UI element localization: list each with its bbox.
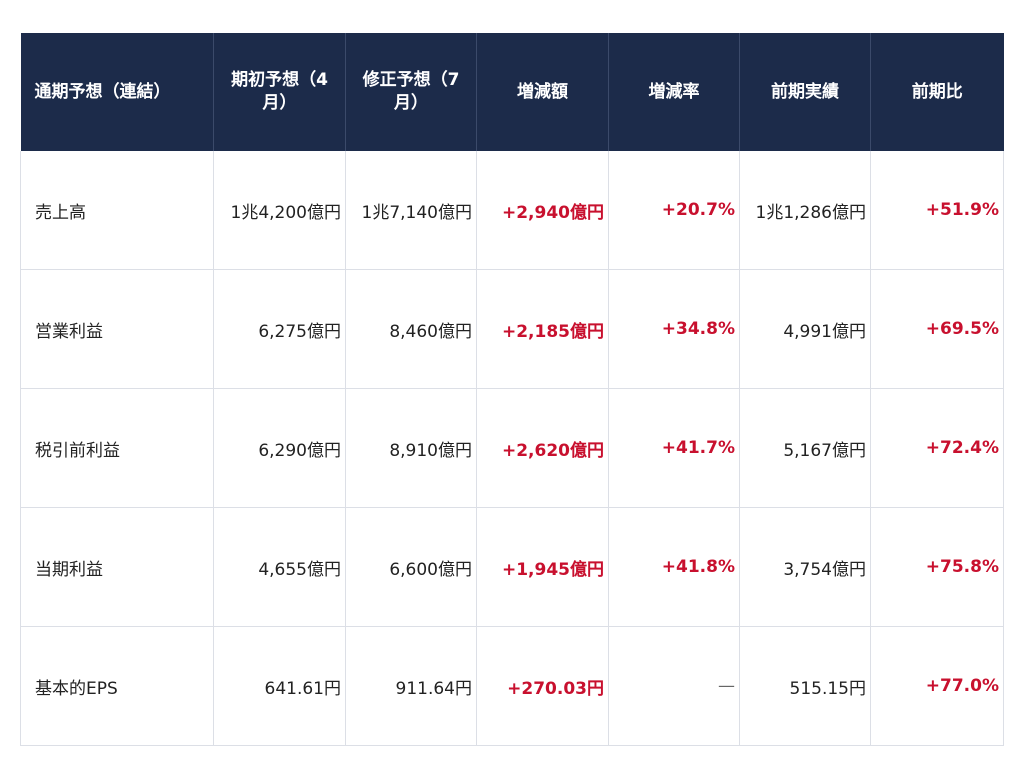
header-category: 通期予想（連結）: [20, 33, 214, 151]
cell-revised-forecast: 1兆7,140億円: [345, 151, 477, 270]
cell-yoy: +75.8%: [870, 507, 1004, 627]
row-label: 税引前利益: [20, 388, 214, 508]
cell-previous-actual: 4,991億円: [739, 269, 871, 389]
cell-change-amount: +270.03円: [476, 626, 609, 746]
cell-initial-forecast: 6,290億円: [213, 388, 346, 508]
table-header: 通期予想（連結） 期初予想（4月） 修正予想（7月） 増減額 増減率 前期実績 …: [20, 33, 1004, 151]
cell-change-amount: +2,620億円: [476, 388, 609, 508]
row-label: 営業利益: [20, 269, 214, 389]
cell-change-rate: +20.7%: [608, 151, 740, 270]
cell-revised-forecast: 6,600億円: [345, 507, 477, 627]
cell-change-rate: +41.7%: [608, 388, 740, 508]
header-previous-actual: 前期実績: [739, 33, 871, 151]
table-row: 基本的EPS 641.61円 911.64円 +270.03円 —515.15円 +77.…: [20, 626, 1004, 746]
table-row: 営業利益 6,275億円 8,460億円 +2,185億円 +34.8% 4,991億円 +…: [20, 269, 1004, 389]
forecast-table-container: 通期予想（連結） 期初予想（4月） 修正予想（7月） 増減額 増減率 前期実績 …: [20, 33, 1004, 746]
table-row: 売上高 1兆4,200億円 1兆7,140億円 +2,940億円 +20.7% 1兆1,2…: [20, 151, 1004, 270]
table-body: 売上高 1兆4,200億円 1兆7,140億円 +2,940億円 +20.7% 1兆1,2…: [20, 151, 1004, 746]
header-revised-forecast: 修正予想（7月）: [345, 33, 477, 151]
cell-initial-forecast: 1兆4,200億円: [213, 151, 346, 270]
cell-change-rate: +41.8%: [608, 507, 740, 627]
cell-change-amount: +2,185億円: [476, 269, 609, 389]
cell-yoy: +69.5%: [870, 269, 1004, 389]
cell-initial-forecast: 6,275億円: [213, 269, 346, 389]
cell-initial-forecast: 641.61円: [213, 626, 346, 746]
header-row: 通期予想（連結） 期初予想（4月） 修正予想（7月） 増減額 増減率 前期実績 …: [20, 33, 1004, 151]
cell-initial-forecast: 4,655億円: [213, 507, 346, 627]
row-label: 当期利益: [20, 507, 214, 627]
cell-yoy: +72.4%: [870, 388, 1004, 508]
header-yoy: 前期比: [870, 33, 1004, 151]
header-initial-forecast: 期初予想（4月）: [213, 33, 346, 151]
cell-revised-forecast: 8,460億円: [345, 269, 477, 389]
row-label: 基本的EPS: [20, 626, 214, 746]
cell-previous-actual: 5,167億円: [739, 388, 871, 508]
cell-revised-forecast: 8,910億円: [345, 388, 477, 508]
cell-change-amount: +2,940億円: [476, 151, 609, 270]
cell-previous-actual: 3,754億円: [739, 507, 871, 627]
header-change-rate: 増減率: [608, 33, 740, 151]
cell-yoy: +77.0%: [870, 626, 1004, 746]
cell-change-rate: —: [608, 626, 740, 746]
cell-yoy: +51.9%: [870, 151, 1004, 270]
cell-previous-actual: 515.15円: [739, 626, 871, 746]
forecast-table: 通期予想（連結） 期初予想（4月） 修正予想（7月） 増減額 増減率 前期実績 …: [20, 33, 1004, 746]
table-row: 税引前利益 6,290億円 8,910億円 +2,620億円 +41.7% 5,167億円…: [20, 388, 1004, 508]
cell-change-amount: +1,945億円: [476, 507, 609, 627]
cell-previous-actual: 1兆1,286億円: [739, 151, 871, 270]
header-change-amount: 増減額: [476, 33, 609, 151]
row-label: 売上高: [20, 151, 214, 270]
cell-change-rate: +34.8%: [608, 269, 740, 389]
cell-revised-forecast: 911.64円: [345, 626, 477, 746]
table-row: 当期利益 4,655億円 6,600億円 +1,945億円 +41.8% 3,754億円 +…: [20, 507, 1004, 627]
